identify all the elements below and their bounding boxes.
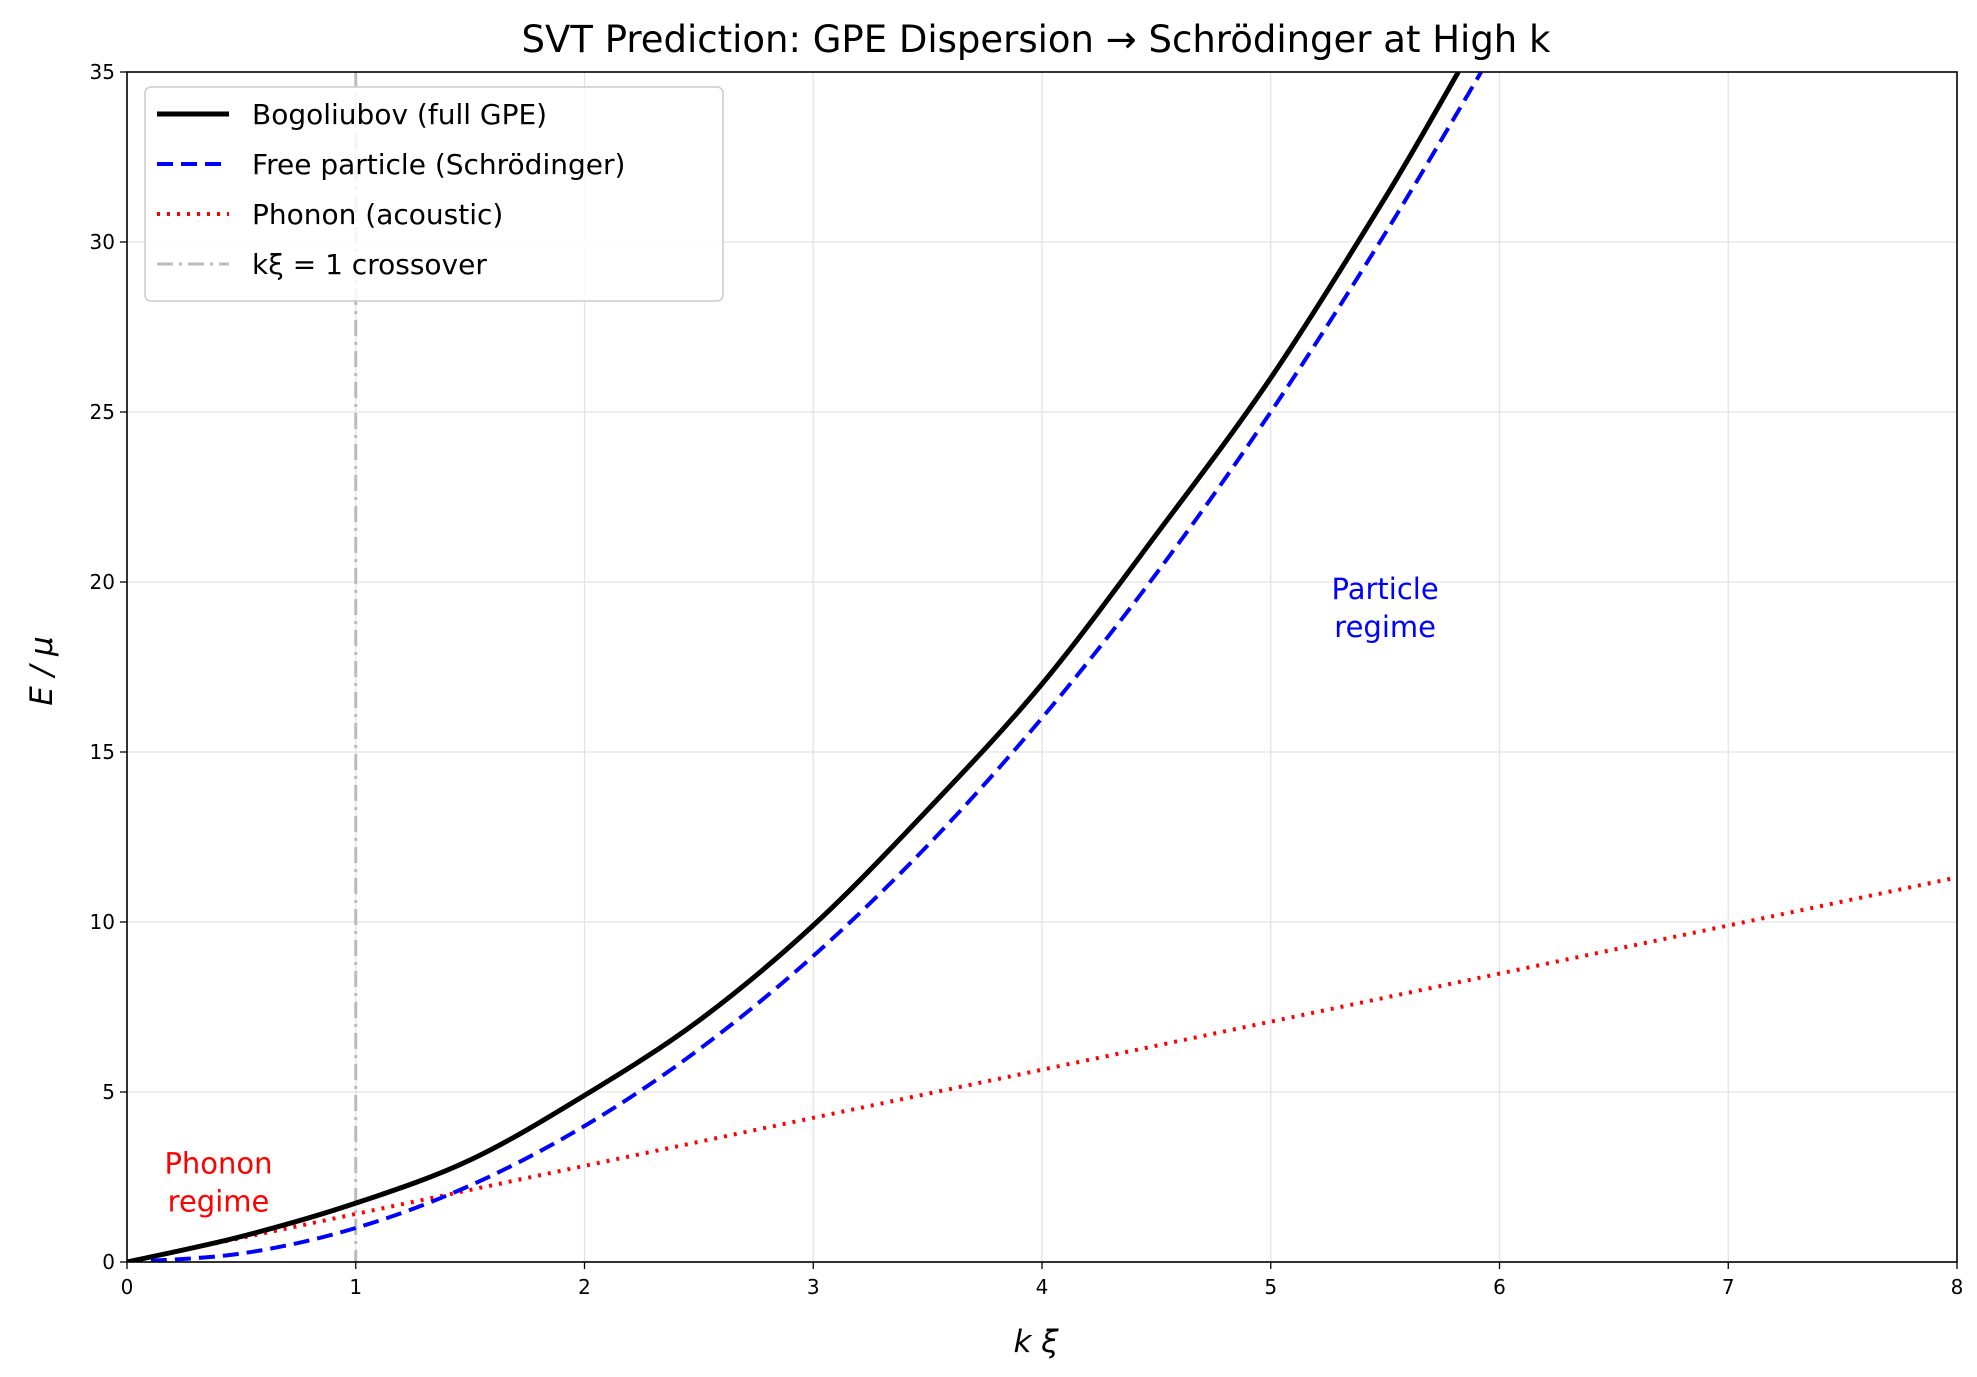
y-tick-label: 10 — [90, 910, 115, 934]
x-tick-label: 3 — [807, 1275, 820, 1299]
series-line — [127, 72, 1461, 1262]
y-tick-label: 25 — [90, 400, 115, 424]
axis-ticks: 0 1 2 3 4 5 6 7 8 0 5 10 15 20 25 30 35 — [90, 60, 1964, 1299]
series-line — [127, 875, 1957, 1262]
legend-label: Free particle (Schrödinger) — [252, 148, 625, 181]
y-tick-label: 30 — [90, 230, 115, 254]
y-tick-label: 20 — [90, 570, 115, 594]
x-tick-label: 8 — [1951, 1275, 1964, 1299]
x-tick-label: 7 — [1722, 1275, 1735, 1299]
legend: Bogoliubov (full GPE) Free particle (Schr… — [144, 86, 724, 302]
y-tick-label: 15 — [90, 740, 115, 764]
regime-annotation: Particle regime — [1332, 572, 1439, 644]
legend-label: Phonon (acoustic) — [252, 198, 503, 231]
annotations: Phonon regime Particle regime — [164, 572, 1438, 1219]
y-axis-label: E / μ — [24, 636, 60, 705]
legend-box — [144, 86, 724, 302]
y-tick-label: 5 — [102, 1080, 115, 1104]
y-tick-label: 35 — [90, 60, 115, 84]
regime-annotation: Phonon regime — [164, 1147, 272, 1219]
chart-title: SVT Prediction: GPE Dispersion → Schrödi… — [522, 18, 1551, 61]
x-tick-label: 4 — [1036, 1275, 1049, 1299]
x-tick-label: 6 — [1493, 1275, 1506, 1299]
x-axis-label: k ξ — [1013, 1324, 1059, 1360]
x-tick-label: 5 — [1264, 1275, 1277, 1299]
legend-label: Bogoliubov (full GPE) — [252, 98, 547, 131]
x-tick-label: 1 — [349, 1275, 362, 1299]
series-line — [127, 72, 1483, 1262]
x-tick-label: 0 — [121, 1275, 134, 1299]
y-tick-label: 0 — [102, 1250, 115, 1274]
legend-label: kξ = 1 crossover — [252, 248, 487, 281]
x-tick-label: 2 — [578, 1275, 591, 1299]
